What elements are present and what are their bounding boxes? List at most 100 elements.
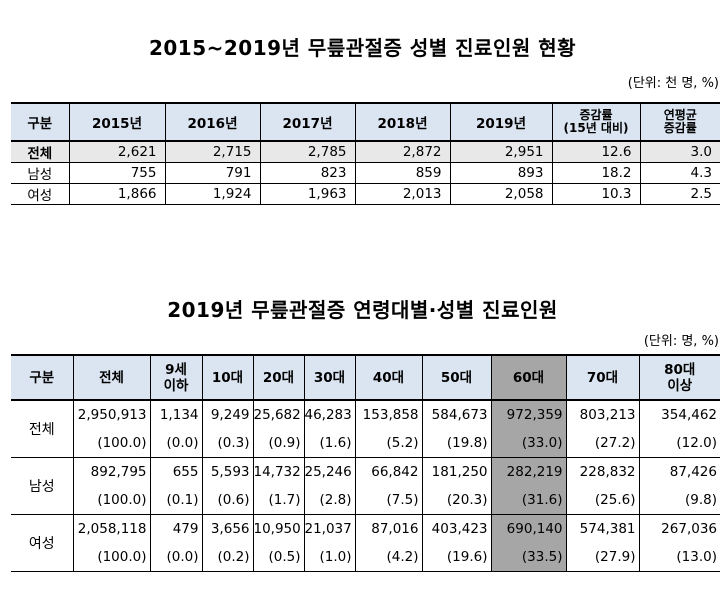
share-cell: (5.2) [354,429,422,458]
table-cell: 2,715 [164,141,260,163]
count-cell: 403,423 [421,514,491,543]
table-row: (100.0) (0.0) (0.2) (0.5) (1.0) (4.2) (19.6) (3… [11,543,720,572]
count-cell: 14,732 [252,457,304,486]
count-cell: 803,213 [565,400,639,429]
table2-title: 2019년 무릎관절증 연령대별·성별 진료인원 [167,298,558,322]
header-2016: 2016년 [164,103,260,142]
column-header: 9세 이하 [149,355,202,401]
column-header: 40대 [354,355,422,401]
share-cell: (0.5) [252,543,304,572]
share-cell: (0.0) [149,429,202,458]
table-cell: 1,963 [259,183,355,205]
share-cell: (100.0) [72,486,150,515]
row-label: 여성 [11,514,73,572]
count-cell: 181,250 [421,457,491,486]
count-cell: 228,832 [565,457,639,486]
row-label: 여성 [11,183,69,205]
count-cell: 3,656 [201,514,253,543]
share-cell: (100.0) [72,429,150,458]
count-cell: 5,593 [201,457,253,486]
table-cell: 1,924 [164,183,260,205]
share-cell: (19.8) [421,429,491,458]
header-2017: 2017년 [259,103,355,142]
table-cell: 791 [164,162,260,184]
column-header: 30대 [303,355,355,401]
count-cell: 690,140 [490,514,566,543]
column-header: 전체 [72,355,150,401]
count-cell: 354,462 [638,400,720,429]
row-label: 남성 [11,457,73,515]
table-row: 남성 892,795 655 5,593 14,732 25,246 66,842 181,2… [11,457,720,515]
count-cell: 46,283 [303,400,355,429]
header-category: 구분 [11,103,69,142]
table-cell: 859 [354,162,450,184]
share-cell: (0.3) [201,429,253,458]
count-cell: 9,249 [201,400,253,429]
share-cell: (0.6) [201,486,253,515]
share-cell: (27.9) [565,543,639,572]
header-annual-rate: 연평균 증감률 [639,103,720,142]
share-cell: (20.3) [421,486,491,515]
table-cell: 1,866 [68,183,165,205]
share-cell: (1.7) [252,486,304,515]
table-cell: 3.0 [639,141,720,163]
share-cell: (1.6) [303,429,355,458]
share-cell: (7.5) [354,486,422,515]
column-header: 20대 [252,355,304,401]
table-cell: 2,013 [354,183,450,205]
table-row: 여성 2,058,118 479 3,656 10,950 21,037 87,016 403… [11,514,720,572]
count-cell: 25,246 [303,457,355,486]
header-2018: 2018년 [354,103,450,142]
share-cell: (31.6) [490,486,566,515]
count-cell: 10,950 [252,514,304,543]
count-cell: 574,381 [565,514,639,543]
gender-patients-table: 구분 2015년 2016년 2017년 2018년 2019년 증감률 (15… [11,102,720,205]
table-cell: 2,058 [449,183,552,205]
table1-unit: (단위: 천 명, %) [627,76,719,91]
row-label: 전체 [11,141,69,163]
count-cell: 479 [149,514,202,543]
table-row: (100.0) (0.0) (0.3) (0.9) (1.6) (5.2) (19.8) (3… [11,429,720,458]
column-header: 60대 [490,355,566,401]
column-header: 10대 [201,355,253,401]
share-cell: (0.2) [201,543,253,572]
header-change-rate: 증감률 (15년 대비) [551,103,640,142]
count-cell: 282,219 [490,457,566,486]
count-cell: 25,682 [252,400,304,429]
table-row: 남성 755 791 823 859 893 18.2 4.3 [11,162,720,184]
count-cell: 66,842 [354,457,422,486]
table-row: 전체 2,950,913 1,134 9,249 25,682 46,283 153,858… [11,400,720,458]
table-row: 전체 2,621 2,715 2,785 2,872 2,951 12.6 3.0 [11,141,720,163]
table2-unit: (단위: 명, %) [643,334,719,349]
share-cell: (100.0) [72,543,150,572]
header-2015: 2015년 [68,103,165,142]
count-cell: 1,134 [149,400,202,429]
table-cell: 2,872 [354,141,450,163]
table-cell: 18.2 [551,162,640,184]
share-cell: (27.2) [565,429,639,458]
count-cell: 892,795 [72,457,150,486]
table-cell: 755 [68,162,165,184]
row-label: 전체 [11,400,73,458]
count-cell: 584,673 [421,400,491,429]
share-cell: (9.8) [638,486,720,515]
count-cell: 87,426 [638,457,720,486]
share-cell: (12.0) [638,429,720,458]
share-cell: (0.0) [149,543,202,572]
count-cell: 153,858 [354,400,422,429]
header-2019: 2019년 [449,103,552,142]
share-cell: (13.0) [638,543,720,572]
count-cell: 655 [149,457,202,486]
share-cell: (1.0) [303,543,355,572]
table-cell: 893 [449,162,552,184]
table-row: (100.0) (0.1) (0.6) (1.7) (2.8) (7.5) (20.3) (3… [11,486,720,515]
table-cell: 2,785 [259,141,355,163]
row-label: 남성 [11,162,69,184]
table-cell: 10.3 [551,183,640,205]
table-row: 여성 1,866 1,924 1,963 2,013 2,058 10.3 2.5 [11,183,720,205]
column-header: 70대 [565,355,639,401]
count-cell: 21,037 [303,514,355,543]
table-cell: 823 [259,162,355,184]
table1-title: 2015~2019년 무릎관절증 성별 진료인원 현황 [148,36,577,60]
count-cell: 972,359 [490,400,566,429]
